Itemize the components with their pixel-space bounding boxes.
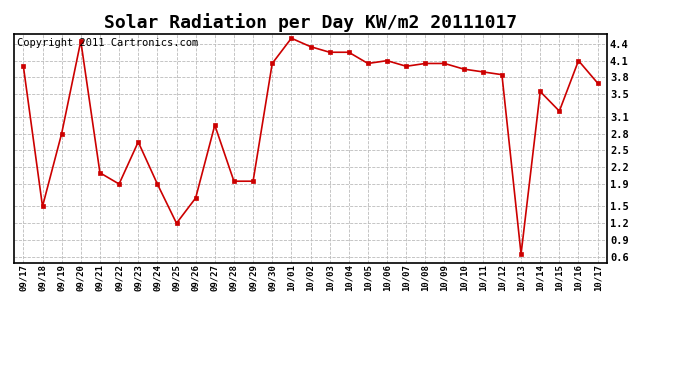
Text: Copyright 2011 Cartronics.com: Copyright 2011 Cartronics.com [17, 38, 198, 48]
Title: Solar Radiation per Day KW/m2 20111017: Solar Radiation per Day KW/m2 20111017 [104, 13, 517, 32]
